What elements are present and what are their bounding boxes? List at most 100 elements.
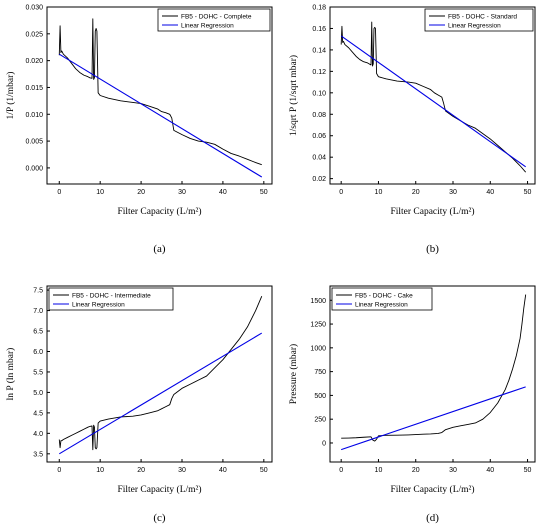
- y-tick-label: 0.030: [25, 5, 43, 12]
- legend-label: FB5 - DOHC - Intermediate: [72, 292, 151, 299]
- x-tick-label: 10: [96, 467, 104, 474]
- y-tick-label: 0.015: [25, 85, 43, 92]
- y-tick-label: 4.5: [33, 410, 43, 417]
- y-tick-label: 7.0: [33, 308, 43, 315]
- x-tick-label: 30: [449, 467, 457, 474]
- plot-frame: [329, 6, 536, 185]
- x-tick-label: 20: [412, 467, 420, 474]
- y-tick-label: 0.18: [312, 5, 326, 12]
- x-tick-label: 10: [375, 189, 383, 196]
- legend: FB5 - DOHC - Complete Linear Regression: [157, 8, 271, 32]
- y-tick-label: 3.5: [33, 451, 43, 458]
- regression-line: [340, 35, 526, 168]
- y-tick-label: 250: [314, 417, 326, 424]
- legend-label: FB5 - DOHC - Standard: [448, 13, 517, 20]
- legend-label: Linear Regression: [448, 22, 501, 29]
- y-tick-label: 5.5: [33, 369, 43, 376]
- x-tick-label: 0: [339, 467, 343, 474]
- legend-box: [48, 287, 174, 311]
- x-axis-label: Filter Capacity (L/m²): [390, 206, 474, 217]
- y-tick-label: 7.5: [33, 288, 43, 295]
- x-tick-label: 30: [178, 189, 186, 196]
- x-tick-label: 10: [375, 467, 383, 474]
- x-tick-label: 20: [412, 189, 420, 196]
- y-tick-label: 500: [314, 393, 326, 400]
- y-tick-label: 1500: [310, 298, 326, 305]
- y-tick-label: 0.14: [312, 47, 326, 54]
- x-tick-label: 10: [96, 189, 104, 196]
- regression-line: [341, 386, 526, 451]
- x-tick-label: 50: [260, 189, 268, 196]
- x-axis-label: Filter Capacity (L/m²): [117, 484, 201, 495]
- y-axis-label: ln P (ln mbar): [5, 348, 16, 401]
- y-tick-label: 750: [314, 369, 326, 376]
- y-tick-label: 0.12: [312, 69, 326, 76]
- x-axis-label: Filter Capacity (L/m²): [390, 484, 474, 495]
- x-tick-label: 40: [486, 189, 494, 196]
- x-tick-label: 50: [260, 467, 268, 474]
- legend-label: FB5 - DOHC - Cake: [355, 292, 413, 299]
- y-tick-label: 0.005: [25, 139, 43, 146]
- y-tick-label: 0.16: [312, 26, 326, 33]
- y-tick-label: 0.10: [312, 90, 326, 97]
- x-tick-label: 20: [137, 189, 145, 196]
- regression-line: [58, 332, 263, 455]
- plot-frame: [329, 285, 536, 463]
- y-tick-label: 4.0: [33, 431, 43, 438]
- x-tick-label: 0: [57, 189, 61, 196]
- panel-label: (b): [426, 243, 439, 255]
- legend-box: [157, 8, 271, 32]
- legend-label: FB5 - DOHC - Complete: [181, 13, 252, 20]
- legend-box: [424, 8, 534, 32]
- x-tick-label: 30: [449, 189, 457, 196]
- data-series-line: [58, 18, 262, 166]
- x-tick-label: 0: [57, 467, 61, 474]
- x-tick-label: 40: [486, 467, 494, 474]
- x-tick-label: 40: [219, 189, 227, 196]
- x-tick-label: 50: [524, 189, 532, 196]
- y-axis-label: Pressure (mbar): [288, 344, 299, 404]
- y-axis-label: 1/P (1/mbar): [5, 72, 16, 120]
- y-tick-label: 0.02: [312, 176, 326, 183]
- panel-label: (a): [153, 243, 166, 255]
- chart-panel-b: 0 10 20 30 40 50 0.02 0.04 0.06 0.08 0.10 0.12 0.14 0…: [288, 5, 536, 255]
- x-tick-label: 0: [339, 189, 343, 196]
- y-tick-label: 1000: [310, 345, 326, 352]
- y-tick-label: 6.0: [33, 349, 43, 356]
- legend: FB5 - DOHC - Intermediate Linear Regressi…: [48, 287, 174, 311]
- x-tick-label: 50: [524, 467, 532, 474]
- y-axis-label: 1/sqrt P (1/sqrt mbar): [288, 55, 299, 136]
- y-tick-label: 0.04: [312, 155, 326, 162]
- y-tick-label: 0.020: [25, 58, 43, 65]
- regression-line: [58, 53, 263, 178]
- y-tick-label: 5.0: [33, 390, 43, 397]
- legend-label: Linear Regression: [355, 301, 408, 308]
- legend-label: Linear Regression: [72, 301, 125, 308]
- panel-label: (c): [153, 512, 166, 524]
- y-tick-label: 0.010: [25, 112, 43, 119]
- x-axis-label: Filter Capacity (L/m²): [117, 206, 201, 217]
- y-tick-label: 0.08: [312, 112, 326, 119]
- data-series-line: [341, 294, 527, 442]
- data-series-line: [58, 296, 263, 451]
- chart-panel-d: 0 10 20 30 40 500250500750100012501500Filter …: [288, 285, 536, 524]
- y-tick-label: 0.025: [25, 31, 43, 38]
- x-tick-label: 40: [219, 467, 227, 474]
- plot-frame: [46, 6, 273, 185]
- plot-frame: [46, 285, 273, 463]
- panel-label: (d): [426, 512, 439, 524]
- y-tick-label: 0: [322, 440, 326, 447]
- legend-label: Linear Regression: [181, 22, 234, 29]
- x-tick-label: 30: [178, 467, 186, 474]
- y-tick-label: 0.06: [312, 133, 326, 140]
- legend-box: [331, 287, 433, 311]
- data-series-line: [340, 21, 527, 173]
- y-tick-label: 1250: [310, 322, 326, 329]
- y-tick-label: 6.5: [33, 329, 43, 336]
- x-tick-label: 20: [137, 467, 145, 474]
- chart-panel-c: 0 10 20 30 40 50 3.5 4.0 4.5 5.0 5.5 6.0 6.5 7.0 7.5 Fi…: [5, 285, 273, 524]
- y-tick-label: 0.000: [25, 165, 43, 172]
- legend: FB5 - DOHC - Cake Linear Regression: [331, 287, 433, 311]
- chart-panel-a: 0 10 20 30 40 50 0.000 0.005 0.010 0.015 0.020 0.02…: [5, 5, 273, 255]
